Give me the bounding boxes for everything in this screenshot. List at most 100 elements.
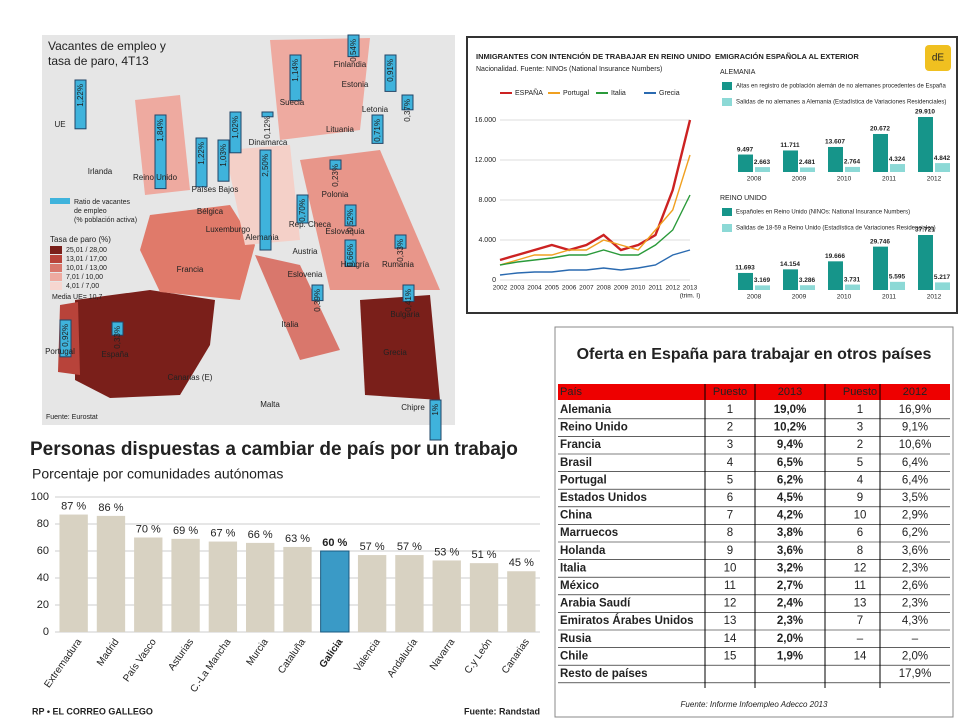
ratio-bar: [74, 79, 87, 130]
table-cell: 15: [724, 650, 737, 662]
table-cell: 7: [857, 615, 863, 627]
ratio-legend-text: de empleo: [74, 208, 107, 215]
table-header: Puesto: [843, 386, 877, 398]
legend-label: Salidas de no alemanes a Alemania (Estad…: [736, 100, 946, 106]
bar: [800, 167, 815, 172]
ratio-label: 1,14%: [291, 59, 300, 82]
ratio-label: 0,12%: [263, 116, 272, 139]
region-label: Bulgaria: [390, 310, 420, 319]
logo: dE: [932, 53, 945, 64]
ratio-bar: [344, 204, 357, 227]
bar: [918, 117, 933, 172]
value-label: 5.217: [934, 274, 951, 281]
table-cell: 5: [727, 474, 733, 486]
y-tick-label: 8.000: [478, 197, 496, 204]
ratio-bar: [384, 54, 397, 92]
ratio-bar: [344, 239, 357, 267]
region-label: Portugal: [45, 347, 75, 356]
bar-title: Personas dispuestas a cambiar de país po…: [30, 439, 518, 460]
table-cell: Rusia: [560, 633, 592, 645]
x-tick-label: 2009: [614, 285, 629, 292]
region-label: Rumania: [382, 260, 415, 269]
value-label: 53 %: [434, 546, 459, 558]
table-cell: 9,1%: [902, 422, 928, 434]
ratio-bar: [154, 114, 167, 190]
table-cell: Francia: [560, 439, 602, 451]
table-cell: 2,3%: [777, 615, 803, 627]
source: Fuente: Randstad: [464, 706, 540, 716]
value-label: 63 %: [285, 533, 310, 545]
table-cell: Alemania: [560, 404, 612, 416]
ratio-bar: [401, 94, 414, 111]
value-label: 13.607: [825, 139, 845, 146]
x-tick-label: 2004: [527, 285, 542, 292]
region-label: Suecia: [280, 98, 305, 107]
rate-swatch: [50, 246, 62, 254]
table-cell: 6,4%: [902, 474, 928, 486]
table-cell: Resto de países: [560, 668, 648, 680]
value-label: 67 %: [210, 527, 235, 539]
ratio-label: 1,84%: [156, 119, 165, 142]
bar: [828, 261, 843, 290]
ratio-label: 0,33%: [396, 239, 405, 262]
ratio-label: 1%: [431, 404, 440, 416]
table-cell: 2: [727, 422, 733, 434]
table-cell: Reino Unido: [560, 422, 628, 434]
table-cell: 2,7%: [777, 580, 803, 592]
value-label: 2.481: [799, 159, 816, 166]
line-subtitle: Nacionalidad. Fuente: NINOs (National In…: [476, 66, 662, 73]
x-tick-label: 2010: [837, 176, 852, 183]
x-tick-label: 2008: [596, 285, 611, 292]
x-tick-label: 2010: [631, 285, 646, 292]
rate-swatch: [50, 264, 62, 272]
region-label: Estonia: [342, 80, 369, 89]
ratio-label: 1,22%: [197, 142, 206, 165]
ratio-label: 0,54%: [349, 39, 358, 62]
table-cell: 2,0%: [902, 650, 928, 662]
ratio-bar: [59, 319, 72, 358]
ratio-legend-swatch: [50, 198, 70, 204]
value-label: 86 %: [98, 502, 123, 514]
table-cell: 1,9%: [777, 650, 803, 662]
ratio-label: 0,23%: [331, 164, 340, 187]
value-label: 3.731: [844, 276, 861, 283]
ratio-label: 1,22%: [76, 84, 85, 107]
region-label: Chipre: [401, 403, 425, 412]
x-tick-label: 2008: [747, 176, 762, 183]
ratio-label: 2,50%: [261, 154, 270, 177]
ratio-bar: [347, 34, 360, 58]
bar: [738, 154, 753, 172]
value-label: 66 %: [248, 529, 273, 541]
bar: [918, 235, 933, 290]
ratio-legend-text: (% población activa): [74, 217, 137, 224]
ratio-label: 1,03%: [219, 144, 228, 167]
table-header: 2013: [778, 386, 802, 398]
ratio-legend-text: Ratio de vacantes: [74, 199, 131, 206]
value-label: 57 %: [360, 541, 385, 553]
x-tick-label: 2003: [510, 285, 525, 292]
greece-shape: [360, 295, 440, 400]
table-cell: Emiratos Árabes Unidos: [560, 614, 694, 627]
table-cell: China: [560, 510, 593, 522]
value-label: 29.910: [915, 109, 935, 116]
bar: [357, 555, 387, 632]
ratio-label: 0,92%: [61, 324, 70, 347]
table-cell: 3,2%: [777, 562, 803, 574]
table-header-bg: [558, 384, 950, 400]
ratio-label: 0,71%: [373, 119, 382, 142]
value-label: 3.169: [754, 277, 771, 284]
bar: [507, 571, 536, 632]
table-source: Fuente: Informe Infoempleo Adecco 2013: [681, 700, 828, 709]
section-label: REINO UNIDO: [720, 195, 767, 202]
table-cell: 4: [727, 457, 734, 469]
table-cell: 3,6%: [902, 545, 928, 557]
table-cell: 9,4%: [777, 439, 803, 451]
table-cell: 13: [724, 615, 737, 627]
x-note: (trim. I): [680, 293, 701, 300]
value-label: 29.746: [870, 238, 890, 245]
legend-label: Grecia: [659, 90, 680, 97]
bar: [469, 563, 499, 632]
table-cell: –: [912, 633, 919, 645]
ratio-label: 0,70%: [298, 199, 307, 222]
